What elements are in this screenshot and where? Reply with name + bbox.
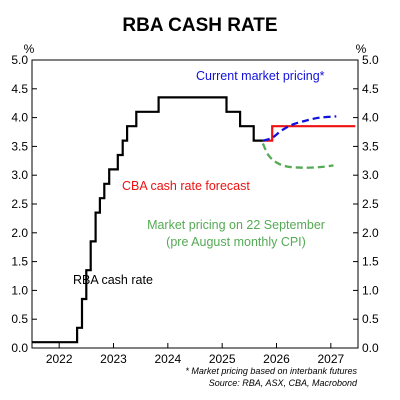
x-tick-label: 2023 <box>100 352 127 366</box>
series-line-rba-cash-rate <box>32 96 263 344</box>
y-tick-label-right: 3.0 <box>362 168 379 182</box>
y-tick-label-left: 5.0 <box>11 53 28 67</box>
y-tick-label-right: 4.5 <box>362 82 379 96</box>
x-tick-label: 2026 <box>263 352 290 366</box>
y-tick-label-left: 3.0 <box>11 168 28 182</box>
y-tick-label-right: 4.0 <box>362 111 379 125</box>
y-tick-label-left: 4.5 <box>11 82 28 96</box>
annotation-current-pricing: Current market pricing* <box>196 69 325 83</box>
y-tick-label-left: 0.0 <box>11 341 28 355</box>
y-unit-left: % <box>24 42 35 56</box>
x-tick-label: 2022 <box>46 352 73 366</box>
source-note: Source: RBA, ASX, CBA, Macrobond <box>209 378 358 388</box>
y-tick-label-right: 3.5 <box>362 139 379 153</box>
y-unit-right: % <box>356 42 367 56</box>
annotation-rba-rate: RBA cash rate <box>73 273 153 287</box>
y-tick-label-left: 4.0 <box>11 111 28 125</box>
x-tick-label: 2027 <box>317 352 344 366</box>
y-tick-label-left: 1.5 <box>11 255 28 269</box>
y-tick-label-left: 3.5 <box>11 139 28 153</box>
y-tick-label-right: 0.5 <box>362 312 379 326</box>
series-line-current-market-pricing <box>262 115 337 142</box>
series-line-market-pricing-on-22-september-pre-august-monthly-cpi <box>261 143 334 169</box>
y-tick-label-right: 1.0 <box>362 283 379 297</box>
series-layer <box>32 96 356 344</box>
y-tick-label-left: 2.0 <box>11 226 28 240</box>
y-tick-label-right: 5.0 <box>362 53 379 67</box>
annotation-sept-pricing-line2: (pre August monthly CPI) <box>166 235 306 249</box>
annotation-sept-pricing-line1: Market pricing on 22 September <box>147 218 325 232</box>
ticks-layer: 0.0 0.0 0.5 0.5 1.0 1.0 1.5 1.5 2.0 2.0 2.5 2.5 3.0 3… <box>11 53 379 366</box>
y-tick-label-left: 0.5 <box>11 312 28 326</box>
y-tick-label-left: 2.5 <box>11 197 28 211</box>
y-tick-label-right: 1.5 <box>362 255 379 269</box>
y-tick-label-left: 1.0 <box>11 283 28 297</box>
annotation-cba-forecast: CBA cash rate forecast <box>122 179 250 193</box>
x-tick-label: 2025 <box>209 352 236 366</box>
x-tick-label: 2024 <box>154 352 181 366</box>
chart-title: RBA CASH RATE <box>122 15 277 36</box>
footnote: * Market pricing based on interbank futu… <box>185 366 357 376</box>
y-tick-label-right: 0.0 <box>362 341 379 355</box>
y-tick-label-right: 2.5 <box>362 197 379 211</box>
y-tick-label-right: 2.0 <box>362 226 379 240</box>
